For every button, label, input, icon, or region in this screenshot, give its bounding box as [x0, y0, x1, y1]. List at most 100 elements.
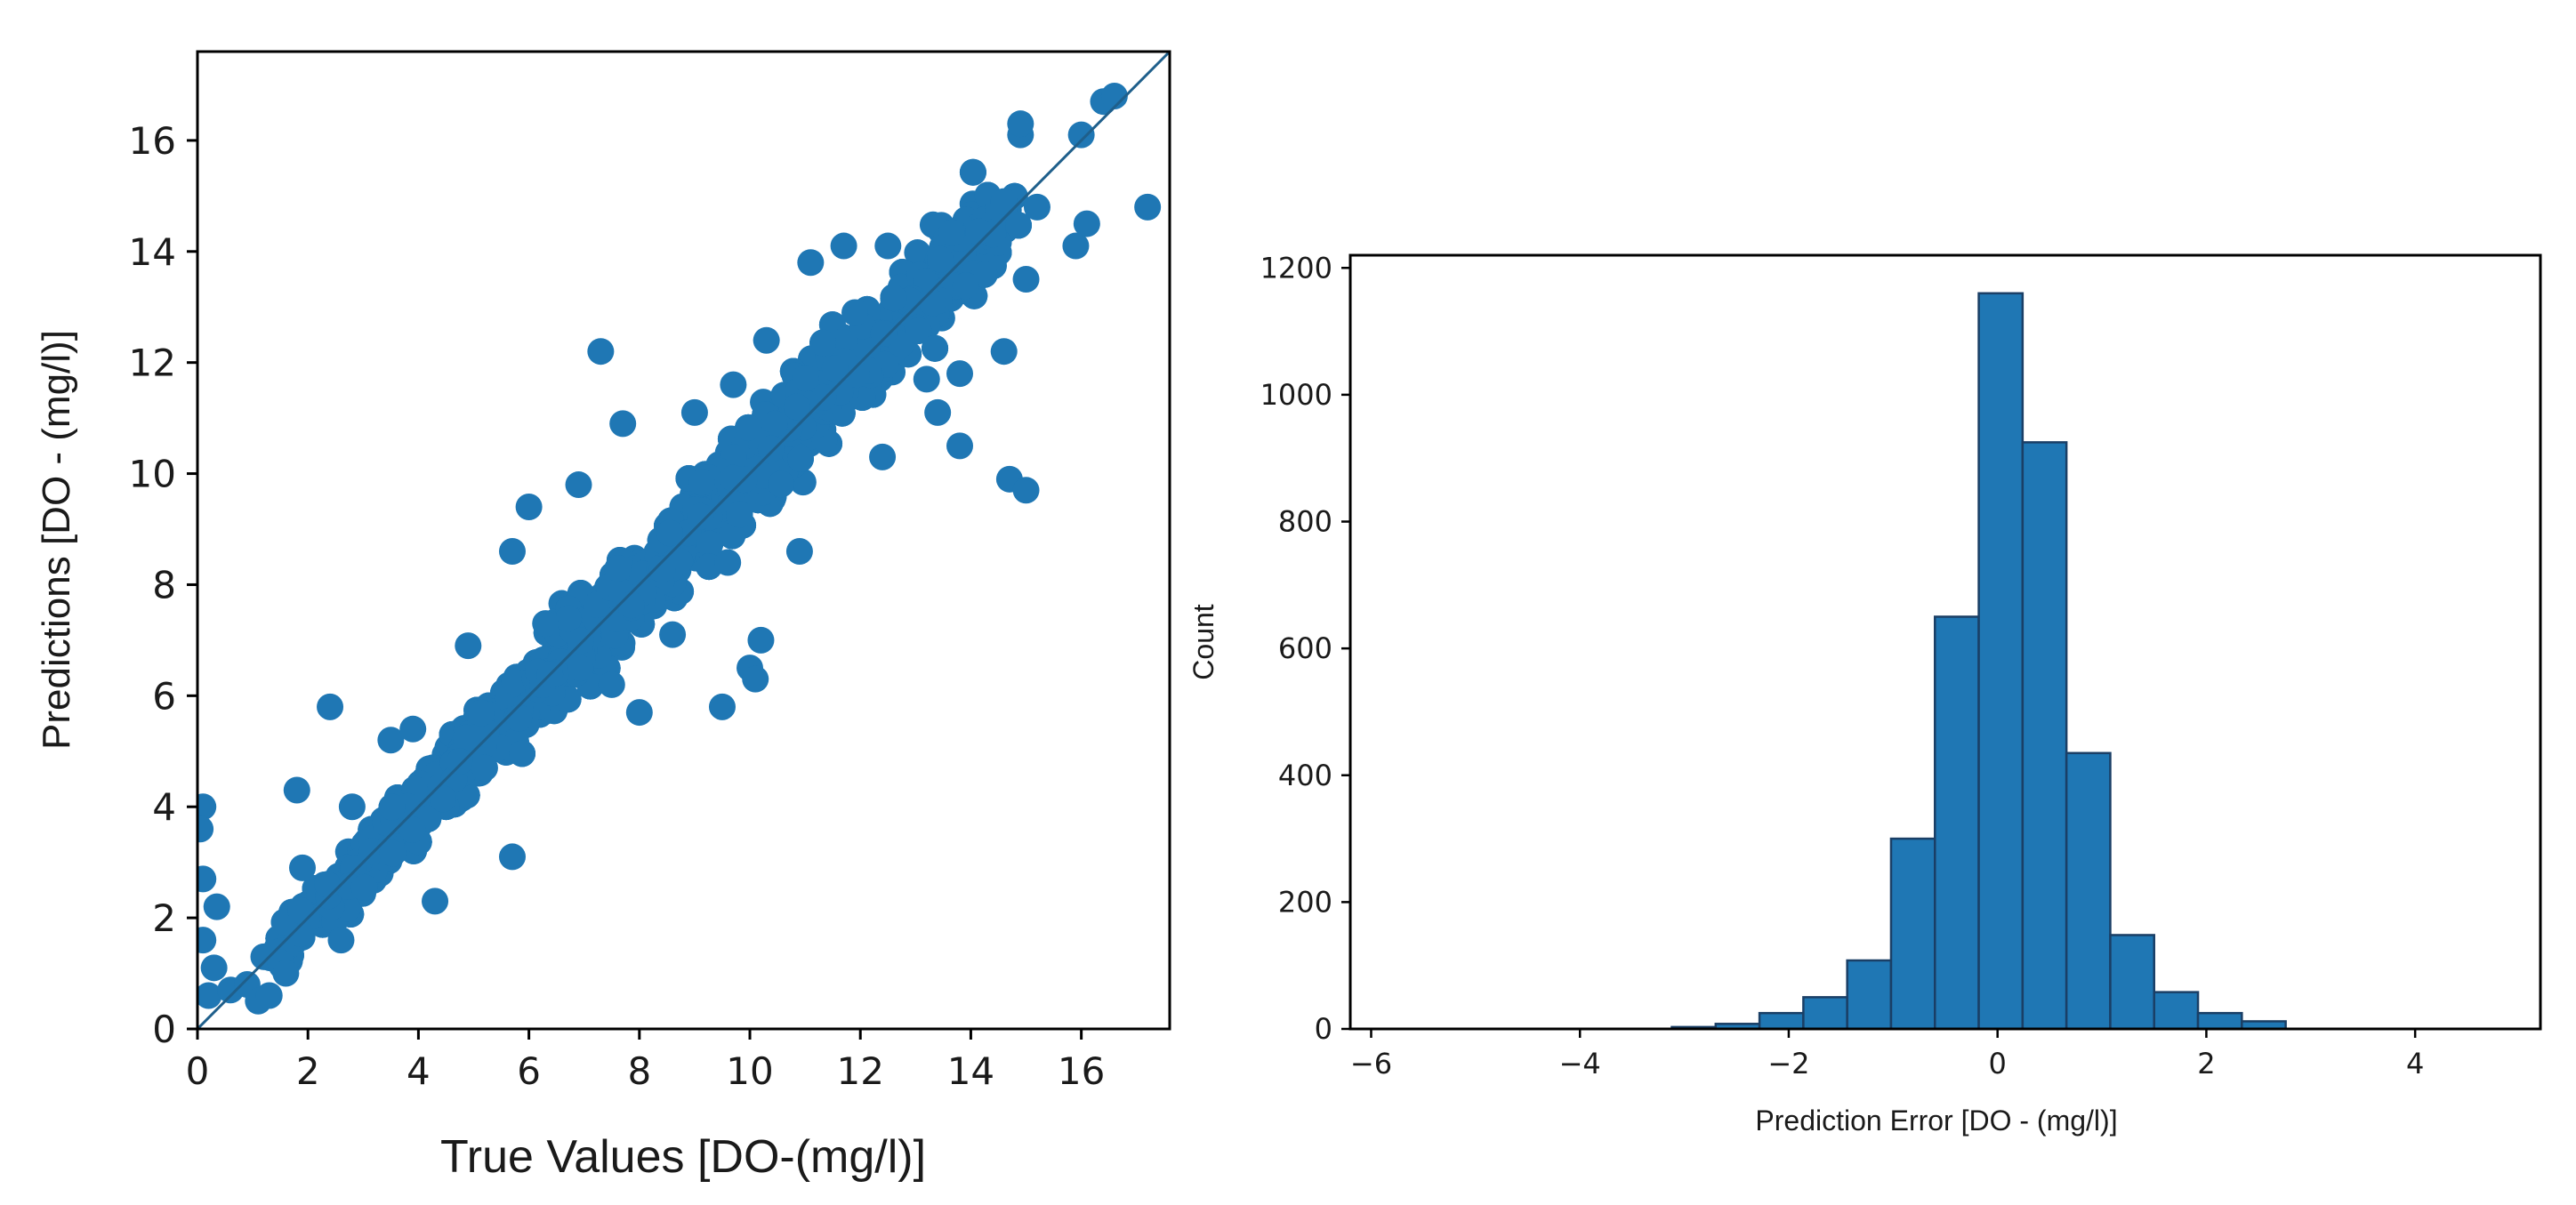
- scatter-point: [874, 232, 902, 260]
- scatter-point: [197, 927, 217, 954]
- histogram-bar: [1934, 615, 1980, 1031]
- histogram-bar: [2196, 1011, 2243, 1031]
- scatter-point: [714, 549, 742, 576]
- scatter-x-tick-label: 10: [726, 1049, 773, 1093]
- scatter-y-tick-label: 14: [129, 230, 176, 274]
- histogram-y-tick-label: 1000: [1260, 378, 1332, 412]
- scatter-point: [841, 299, 869, 326]
- scatter-point: [379, 839, 407, 867]
- scatter-point: [197, 815, 214, 843]
- histogram-y-tick-label: 1200: [1260, 251, 1332, 285]
- histogram-bars: [1670, 292, 2287, 1031]
- scatter-point: [399, 715, 427, 743]
- scatter-point: [452, 724, 479, 751]
- scatter-point: [1012, 266, 1040, 293]
- scatter-point: [1062, 232, 1090, 260]
- scatter-y-ticks: 0 2 4 6 8 10 12 14 16: [129, 119, 197, 1051]
- scatter-point: [726, 501, 753, 528]
- scatter-point: [429, 785, 456, 813]
- scatter-x-ticks: 0 2 4 6 8 10 12 14 16: [186, 1029, 1105, 1093]
- scatter-point: [455, 632, 482, 660]
- scatter-x-tick-label: 16: [1058, 1049, 1105, 1093]
- scatter-point: [809, 329, 837, 357]
- scatter-point: [735, 414, 762, 441]
- histogram-y-tick-label: 800: [1278, 505, 1332, 539]
- scatter-point: [946, 360, 974, 388]
- scatter-point: [587, 338, 615, 366]
- histogram-bar: [1846, 959, 1893, 1031]
- scatter-point: [680, 398, 708, 426]
- scatter-point: [377, 727, 405, 754]
- scatter-point: [880, 285, 907, 312]
- scatter-x-label: True Values [DO-(mg/l)]: [440, 1131, 926, 1183]
- scatter-point: [255, 982, 283, 1009]
- scatter-point: [617, 591, 645, 619]
- scatter-point: [1134, 193, 1162, 221]
- scatter-point: [287, 896, 315, 924]
- scatter-x-tick-label: 0: [186, 1049, 210, 1093]
- histogram-plot-frame: [1348, 253, 2542, 1031]
- histogram-y-label: Count: [1187, 604, 1220, 680]
- scatter-y-label: Predictions [DO - (mg/l)]: [35, 330, 78, 750]
- scatter-point-cloud: [256, 158, 1033, 979]
- scatter-point: [197, 982, 222, 1009]
- scatter-point: [869, 443, 897, 470]
- scatter-point: [1007, 110, 1034, 138]
- scatter-point: [471, 754, 498, 782]
- scatter-point: [831, 326, 858, 354]
- scatter-point: [314, 871, 342, 898]
- histogram-x-label: Prediction Error [DO - (mg/l)]: [1755, 1105, 2117, 1137]
- scatter-point: [508, 740, 535, 767]
- scatter-y-tick-label: 16: [129, 119, 176, 163]
- scatter-point: [283, 776, 310, 804]
- scatter-points: [197, 82, 1162, 1015]
- scatter-point: [398, 815, 426, 843]
- scatter-point: [327, 927, 355, 954]
- scatter-point: [952, 272, 979, 300]
- scatter-point: [913, 366, 940, 393]
- scatter-y-tick-label: 10: [129, 453, 176, 496]
- scatter-point: [656, 519, 683, 547]
- histogram-bar: [2065, 751, 2112, 1031]
- histogram-x-tick-label: −2: [1767, 1047, 1809, 1080]
- histogram-x-tick-label: 0: [1989, 1047, 2007, 1080]
- scatter-point: [338, 793, 366, 821]
- scatter-point: [565, 471, 592, 499]
- scatter-point: [959, 158, 986, 186]
- scatter-point: [927, 245, 954, 273]
- scatter-point: [197, 865, 217, 893]
- scatter-y-tick-label: 4: [152, 785, 176, 829]
- scatter-point: [719, 464, 746, 492]
- scatter-point: [761, 410, 788, 438]
- scatter-point: [197, 793, 217, 821]
- scatter-point: [625, 699, 653, 727]
- histogram-bar: [1802, 996, 1848, 1031]
- scatter-point: [905, 317, 932, 344]
- histogram-y-tick-label: 200: [1278, 885, 1332, 919]
- histogram-bar: [2021, 441, 2068, 1031]
- histogram-x-ticks: −6 −4 −2 0 2 4: [1350, 1029, 2424, 1080]
- scatter-point: [203, 893, 230, 920]
- scatter-y-tick-label: 6: [152, 674, 176, 718]
- scatter-point: [687, 502, 714, 530]
- histogram-bar: [1977, 292, 2025, 1031]
- scatter-point: [515, 494, 543, 521]
- scatter-point: [870, 320, 898, 348]
- scatter-point: [498, 537, 526, 565]
- scatter-point: [1067, 121, 1095, 149]
- histogram-x-tick-label: 2: [2197, 1047, 2215, 1080]
- scatter-point: [609, 410, 637, 438]
- scatter-point: [786, 445, 814, 472]
- scatter-point: [1023, 193, 1051, 221]
- scatter-point: [696, 530, 724, 558]
- scatter-x-tick-label: 2: [296, 1049, 320, 1093]
- scatter-plot-frame: [196, 50, 1171, 1031]
- scatter-x-tick-label: 8: [627, 1049, 651, 1093]
- scatter-y-tick-label: 12: [129, 341, 176, 385]
- scatter-point: [446, 748, 473, 775]
- scatter-point: [555, 605, 583, 632]
- histogram-bar: [1889, 837, 1936, 1031]
- scatter-point: [785, 537, 813, 565]
- scatter-point: [708, 693, 736, 720]
